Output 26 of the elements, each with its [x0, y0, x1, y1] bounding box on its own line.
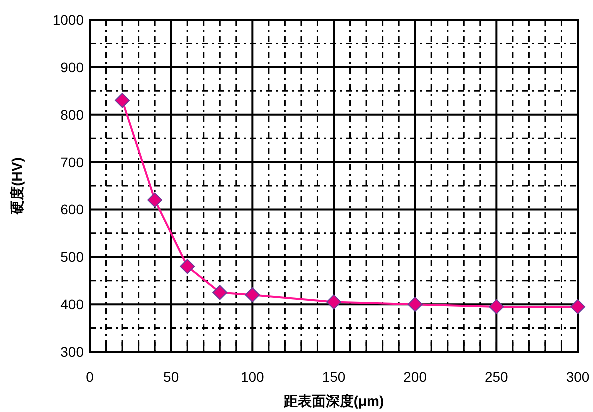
x-tick-label: 150: [322, 369, 346, 385]
y-axis-title: 硬度(HV): [9, 158, 25, 216]
y-tick-label: 300: [60, 344, 84, 360]
point: [408, 297, 423, 312]
point: [180, 259, 196, 274]
x-tick-label: 250: [484, 369, 509, 385]
y-tick-label: 600: [60, 202, 84, 218]
x-tick-label: 100: [240, 369, 265, 385]
y-tick-label: 1000: [52, 12, 84, 28]
x-tick-label: 200: [404, 369, 428, 385]
point: [212, 285, 228, 300]
y-tick-label: 500: [60, 249, 84, 266]
point: [489, 299, 504, 314]
x-axis-title: 距表面深度(μm): [282, 393, 384, 409]
x-tick-label: 50: [164, 369, 180, 385]
x-tick-label: 0: [86, 369, 94, 385]
y-tick-label: 800: [60, 106, 84, 123]
point: [115, 93, 130, 108]
x-tick-label: 300: [566, 369, 590, 385]
y-tick-label: 700: [60, 154, 84, 170]
point: [148, 192, 163, 208]
point: [570, 299, 586, 314]
y-tick-label: 900: [60, 59, 84, 76]
point: [245, 288, 260, 303]
point: [326, 294, 342, 310]
y-tick-label: 400: [60, 296, 84, 313]
